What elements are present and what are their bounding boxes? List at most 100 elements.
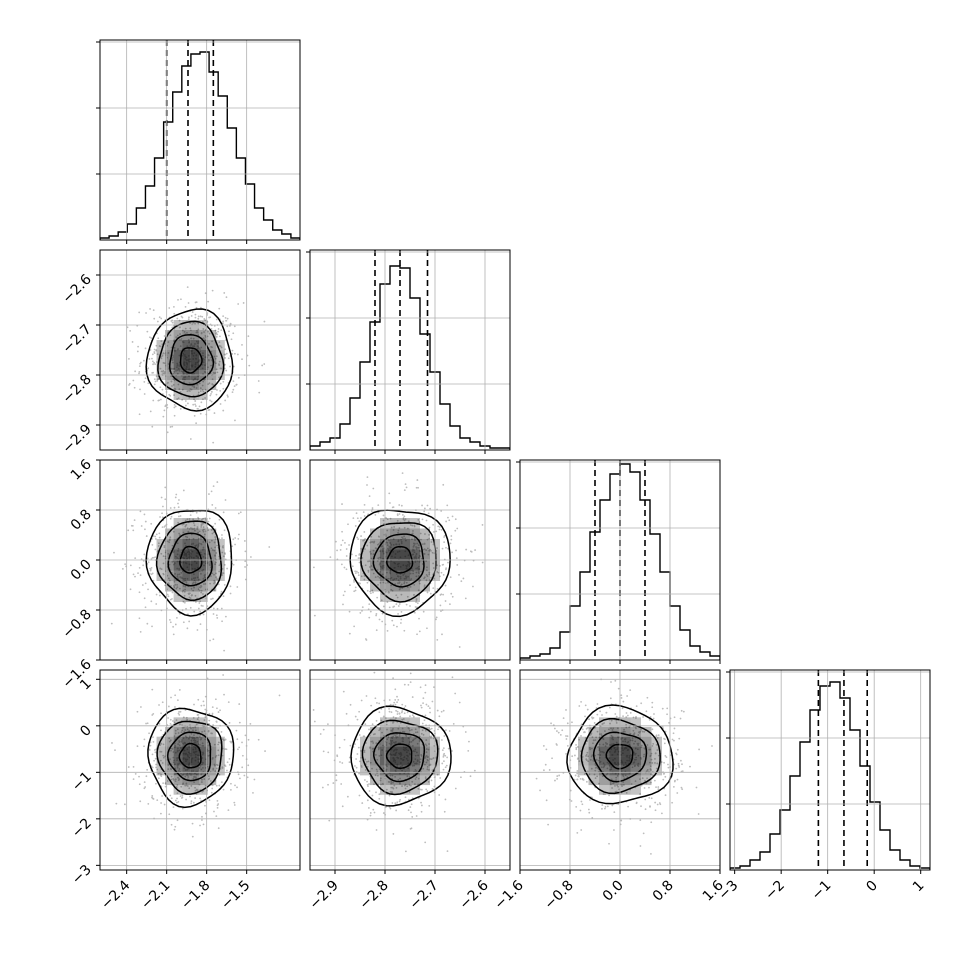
scatter-point xyxy=(368,728,370,731)
scatter-point xyxy=(422,610,425,613)
scatter-point xyxy=(238,746,241,749)
scatter-point xyxy=(224,499,227,501)
scatter-point xyxy=(378,797,381,800)
scatter-point xyxy=(623,728,625,731)
scatter-point xyxy=(202,700,205,703)
scatter-point xyxy=(426,504,429,507)
density-cell xyxy=(410,539,420,550)
density-cell xyxy=(599,785,610,795)
scatter-point xyxy=(401,710,404,712)
scatter-point xyxy=(657,786,660,788)
scatter-point xyxy=(177,502,179,505)
scatter-point xyxy=(149,308,151,310)
scatter-point xyxy=(378,543,380,545)
scatter-point xyxy=(157,545,160,547)
scatter-point xyxy=(438,528,441,531)
scatter-point xyxy=(656,803,659,806)
scatter-point xyxy=(189,527,192,529)
scatter-point xyxy=(601,807,603,810)
density-cell xyxy=(400,736,410,747)
scatter-point xyxy=(652,717,655,720)
scatter-point xyxy=(198,382,201,385)
scatter-point xyxy=(372,572,375,575)
scatter-point xyxy=(193,776,195,778)
scatter-point xyxy=(639,819,642,822)
scatter-point xyxy=(201,389,204,391)
scatter-point xyxy=(223,693,225,696)
scatter-point xyxy=(420,801,422,804)
scatter-point xyxy=(163,409,166,412)
scatter-point xyxy=(433,686,435,689)
scatter-point xyxy=(396,596,399,599)
scatter-point xyxy=(200,591,203,594)
scatter-point xyxy=(215,368,218,371)
density-cell xyxy=(207,340,217,350)
scatter-point xyxy=(677,764,680,767)
x-tick-label: −2.1 xyxy=(138,878,173,913)
scatter-point xyxy=(150,522,153,525)
scatter-point xyxy=(433,531,435,533)
scatter-point xyxy=(200,526,203,528)
scatter-point xyxy=(187,776,190,778)
scatter-point xyxy=(226,761,229,764)
scatter-point xyxy=(202,517,205,520)
scatter-point xyxy=(667,766,670,769)
scatter-point xyxy=(424,533,426,535)
scatter-point xyxy=(173,580,176,583)
density-cell xyxy=(410,581,420,592)
scatter-point xyxy=(632,716,635,719)
scatter-point xyxy=(182,716,185,719)
scatter-point xyxy=(164,405,167,408)
scatter-point xyxy=(421,804,423,807)
scatter-point xyxy=(435,618,437,621)
scatter-point xyxy=(160,750,163,753)
scatter-point xyxy=(170,367,173,370)
scatter-point xyxy=(420,755,423,757)
scatter-point xyxy=(617,803,620,806)
scatter-point xyxy=(144,528,146,531)
density-cell xyxy=(182,560,191,571)
scatter-point xyxy=(412,594,415,596)
scatter-point xyxy=(404,518,407,521)
scatter-point xyxy=(577,775,580,778)
scatter-point xyxy=(610,778,613,781)
density-cell xyxy=(420,570,430,581)
x-tick-label: −0.8 xyxy=(541,878,576,913)
scatter-point xyxy=(423,543,426,545)
scatter-point xyxy=(138,370,141,373)
scatter-panel-3-0 xyxy=(111,674,281,838)
scatter-point xyxy=(400,711,403,714)
scatter-point xyxy=(443,810,446,813)
density-cell xyxy=(630,775,641,786)
scatter-point xyxy=(394,775,397,778)
scatter-point xyxy=(150,600,153,603)
scatter-point xyxy=(650,781,652,784)
scatter-point xyxy=(160,317,163,320)
scatter-point xyxy=(169,794,172,797)
scatter-point xyxy=(589,747,591,749)
scatter-point xyxy=(167,705,170,708)
scatter-point xyxy=(209,399,211,402)
density-cell xyxy=(620,746,631,757)
scatter-point xyxy=(257,380,260,382)
density-cell xyxy=(578,736,589,747)
density-cell xyxy=(207,727,217,737)
scatter-point xyxy=(134,370,137,373)
scatter-point xyxy=(416,479,419,481)
scatter-point xyxy=(170,797,173,800)
scatter-point xyxy=(622,700,625,703)
scatter-point xyxy=(184,585,187,588)
scatter-point xyxy=(460,580,463,583)
density-cell xyxy=(207,581,217,592)
scatter-point xyxy=(218,307,221,310)
scatter-point xyxy=(421,543,424,546)
scatter-point xyxy=(221,537,223,540)
scatter-point xyxy=(144,582,147,585)
scatter-point xyxy=(679,759,682,762)
scatter-point xyxy=(436,571,439,573)
scatter-point xyxy=(217,749,220,752)
scatter-point xyxy=(417,589,420,592)
scatter-point xyxy=(170,375,173,377)
scatter-point xyxy=(177,521,179,524)
scatter-point xyxy=(211,706,214,709)
